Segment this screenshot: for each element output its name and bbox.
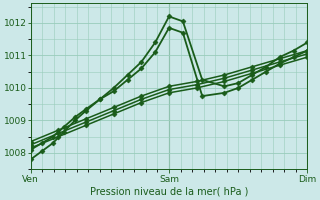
X-axis label: Pression niveau de la mer( hPa ): Pression niveau de la mer( hPa )	[90, 187, 248, 197]
